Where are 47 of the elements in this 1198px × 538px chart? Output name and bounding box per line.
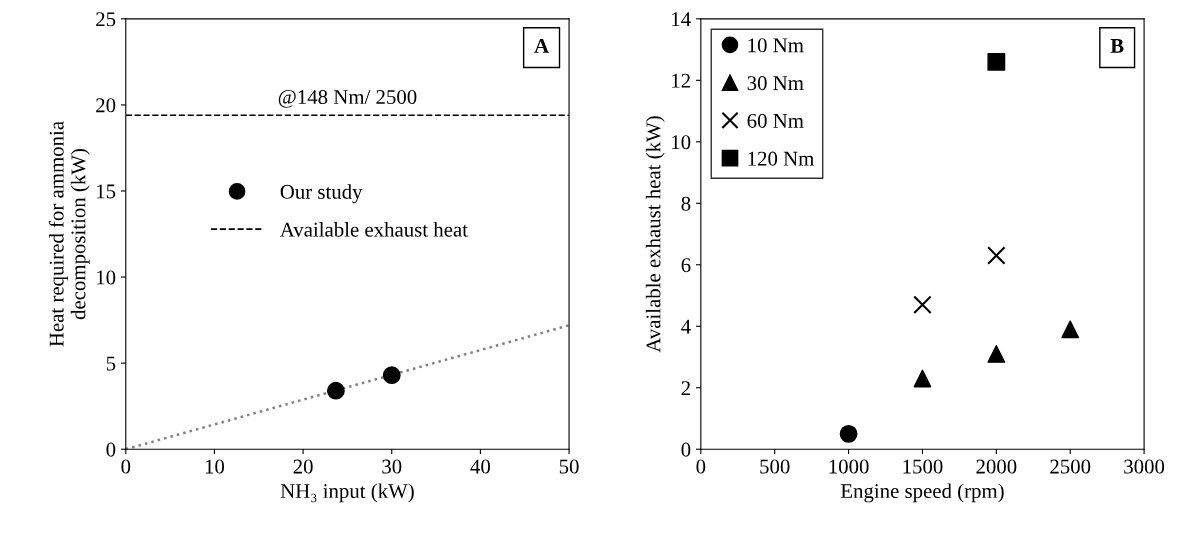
x-axis-title: Engine speed (rpm): [840, 483, 1004, 503]
y-tick-label: 14: [672, 12, 691, 27]
y-tick-label: 5: [106, 356, 116, 371]
legend-label: 120 Nm: [748, 151, 815, 166]
y-tick-label: 25: [96, 12, 116, 27]
legend-label: Our study: [280, 184, 363, 204]
legend-label: 30 Nm: [747, 76, 804, 91]
point: [987, 246, 1006, 265]
y-axis-title: Available exhaust heat (kW): [645, 116, 665, 353]
point: [913, 369, 932, 388]
x-tick-label: 0: [696, 459, 706, 474]
y-tick-label: 10: [672, 135, 691, 150]
y-tick-label: 0: [106, 442, 116, 457]
y-axis-title: Heat required for ammonia decomposition (kW): [48, 121, 90, 347]
point: [987, 345, 1006, 363]
y-tick-label: 8: [681, 196, 691, 211]
y-tick-label: 2: [681, 381, 690, 395]
x-tick-label: 2500: [1050, 459, 1091, 474]
point: [913, 295, 932, 314]
annotation: B: [1110, 39, 1124, 53]
x-axis-title: NH₃ input (kW): [280, 483, 414, 503]
x-tick-label: 50: [559, 459, 579, 474]
x-tick-label: 1500: [903, 459, 943, 474]
legend-label: 60 Nm: [747, 113, 804, 128]
x-tick-label: 500: [760, 459, 790, 474]
annotation: @148 Nm/ 2500: [278, 89, 417, 108]
point: [839, 424, 858, 443]
x-tick-label: 2000: [976, 459, 1017, 474]
legend-label: 10 Nm: [748, 38, 804, 53]
annotation: A: [534, 38, 549, 53]
x-tick-label: 1000: [829, 459, 869, 474]
x-tick-label: 20: [293, 459, 313, 474]
y-tick-label: 4: [681, 319, 691, 334]
point: [987, 52, 1006, 71]
y-tick-label: 0: [681, 442, 691, 457]
y-tick-label: 20: [96, 98, 116, 113]
x-tick-label: 3000: [1124, 459, 1165, 474]
point: [1061, 320, 1080, 339]
y-tick-label: 15: [97, 184, 116, 199]
y-tick-label: 6: [681, 258, 691, 273]
x-tick-label: 0: [121, 459, 131, 474]
x-tick-label: 30: [382, 459, 402, 474]
y-tick-label: 12: [672, 73, 690, 88]
x-tick-label: 10: [205, 459, 225, 474]
y-tick-label: 10: [97, 270, 116, 285]
legend-label: Available exhaust heat: [279, 222, 468, 237]
x-tick-label: 40: [470, 459, 491, 474]
